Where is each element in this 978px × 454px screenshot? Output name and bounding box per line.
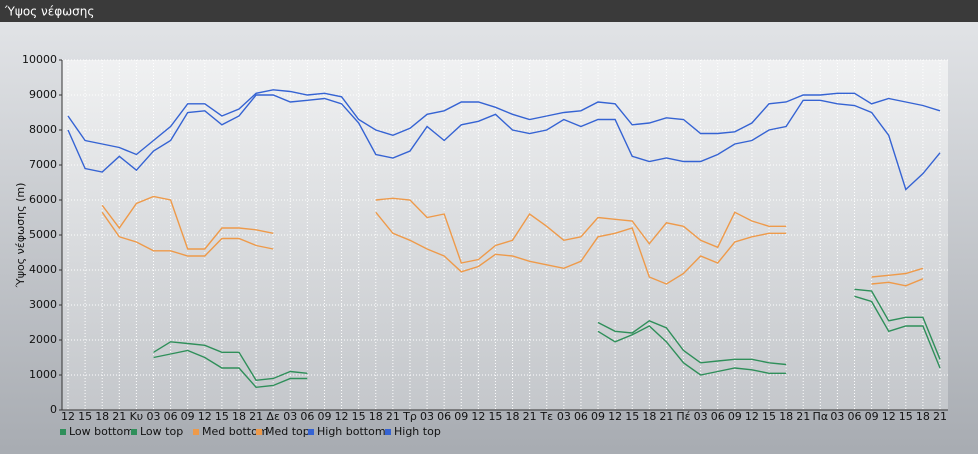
x-tick-label: 12 xyxy=(745,410,759,423)
x-tick-label: 15 xyxy=(762,410,776,423)
x-tick-label: 03 xyxy=(420,410,434,423)
x-tick-label: Τρ xyxy=(402,410,417,423)
x-tick-label: 18 xyxy=(506,410,520,423)
series-line xyxy=(67,94,941,191)
x-tick-label: 18 xyxy=(779,410,793,423)
y-tick-label: 7000 xyxy=(29,158,57,171)
x-tick-label: 03 xyxy=(283,410,297,423)
x-tick-label: 12 xyxy=(608,410,622,423)
x-tick-label: 06 xyxy=(574,410,588,423)
x-tick-label: 21 xyxy=(523,410,537,423)
x-tick-label: 06 xyxy=(300,410,314,423)
x-tick-label: 12 xyxy=(335,410,349,423)
y-tick-label: 5000 xyxy=(29,228,57,241)
x-tick-label: 18 xyxy=(916,410,930,423)
x-tick-label: 09 xyxy=(181,410,195,423)
x-tick-label: 03 xyxy=(557,410,571,423)
series-line xyxy=(153,295,941,389)
x-tick-label: 12 xyxy=(882,410,896,423)
x-tick-label: 12 xyxy=(61,410,75,423)
y-tick-label: 2000 xyxy=(29,333,57,346)
x-tick-label: 12 xyxy=(198,410,212,423)
legend-label: Low bottom xyxy=(69,425,134,438)
series-line xyxy=(67,89,941,156)
x-tick-label: Τε xyxy=(539,410,553,423)
x-tick-label: 21 xyxy=(933,410,947,423)
x-tick-label: 15 xyxy=(215,410,229,423)
legend-label: Low top xyxy=(140,425,183,438)
y-tick-label: 4000 xyxy=(29,263,57,276)
legend-swatch xyxy=(193,429,199,435)
x-tick-label: 06 xyxy=(437,410,451,423)
legend-swatch xyxy=(60,429,66,435)
x-tick-label: 03 xyxy=(694,410,708,423)
title-bar xyxy=(0,0,978,22)
x-tick-label: Πέ xyxy=(676,410,690,423)
x-tick-label: 09 xyxy=(728,410,742,423)
series-line xyxy=(101,195,924,278)
y-tick-label: 0 xyxy=(50,403,57,416)
x-tick-label: 09 xyxy=(317,410,331,423)
chart-title: Ύψος νέφωσης xyxy=(4,5,94,19)
series-line xyxy=(101,211,924,287)
x-tick-label: 18 xyxy=(232,410,246,423)
series-line xyxy=(153,288,941,382)
x-tick-label: 03 xyxy=(830,410,844,423)
x-tick-label: 21 xyxy=(112,410,126,423)
legend-label: High top xyxy=(394,425,441,438)
y-axis-label: Ύψος νέφωσης (m) xyxy=(14,183,27,289)
x-tick-label: 18 xyxy=(369,410,383,423)
legend-label: High bottom xyxy=(317,425,386,438)
legend-swatch xyxy=(131,429,137,435)
x-tick-label: 12 xyxy=(471,410,485,423)
legend-label: Med top xyxy=(265,425,310,438)
y-tick-label: 10000 xyxy=(22,53,57,66)
x-tick-label: 18 xyxy=(642,410,656,423)
legend-swatch xyxy=(256,429,262,435)
legend-swatch xyxy=(385,429,391,435)
x-tick-label: 06 xyxy=(711,410,725,423)
x-tick-label: 09 xyxy=(591,410,605,423)
x-tick-label: 15 xyxy=(899,410,913,423)
x-tick-label: Δε xyxy=(266,410,280,423)
x-tick-label: 21 xyxy=(249,410,263,423)
x-tick-label: 09 xyxy=(865,410,879,423)
x-tick-label: 15 xyxy=(352,410,366,423)
x-tick-label: 15 xyxy=(625,410,639,423)
x-tick-label: 15 xyxy=(78,410,92,423)
x-tick-label: 21 xyxy=(386,410,400,423)
x-tick-label: 18 xyxy=(95,410,109,423)
y-tick-label: 6000 xyxy=(29,193,57,206)
y-tick-label: 9000 xyxy=(29,88,57,101)
x-tick-label: 21 xyxy=(659,410,673,423)
x-tick-label: 03 xyxy=(146,410,160,423)
x-tick-label: 09 xyxy=(454,410,468,423)
x-tick-label: Κυ xyxy=(130,410,144,423)
legend-label: Med bottom xyxy=(202,425,269,438)
x-tick-label: 21 xyxy=(796,410,810,423)
x-tick-label: Πα xyxy=(813,410,829,423)
legend-swatch xyxy=(308,429,314,435)
x-tick-label: 06 xyxy=(164,410,178,423)
y-tick-label: 3000 xyxy=(29,298,57,311)
y-tick-label: 8000 xyxy=(29,123,57,136)
x-tick-label: 06 xyxy=(848,410,862,423)
x-tick-label: 15 xyxy=(488,410,502,423)
y-tick-label: 1000 xyxy=(29,368,57,381)
